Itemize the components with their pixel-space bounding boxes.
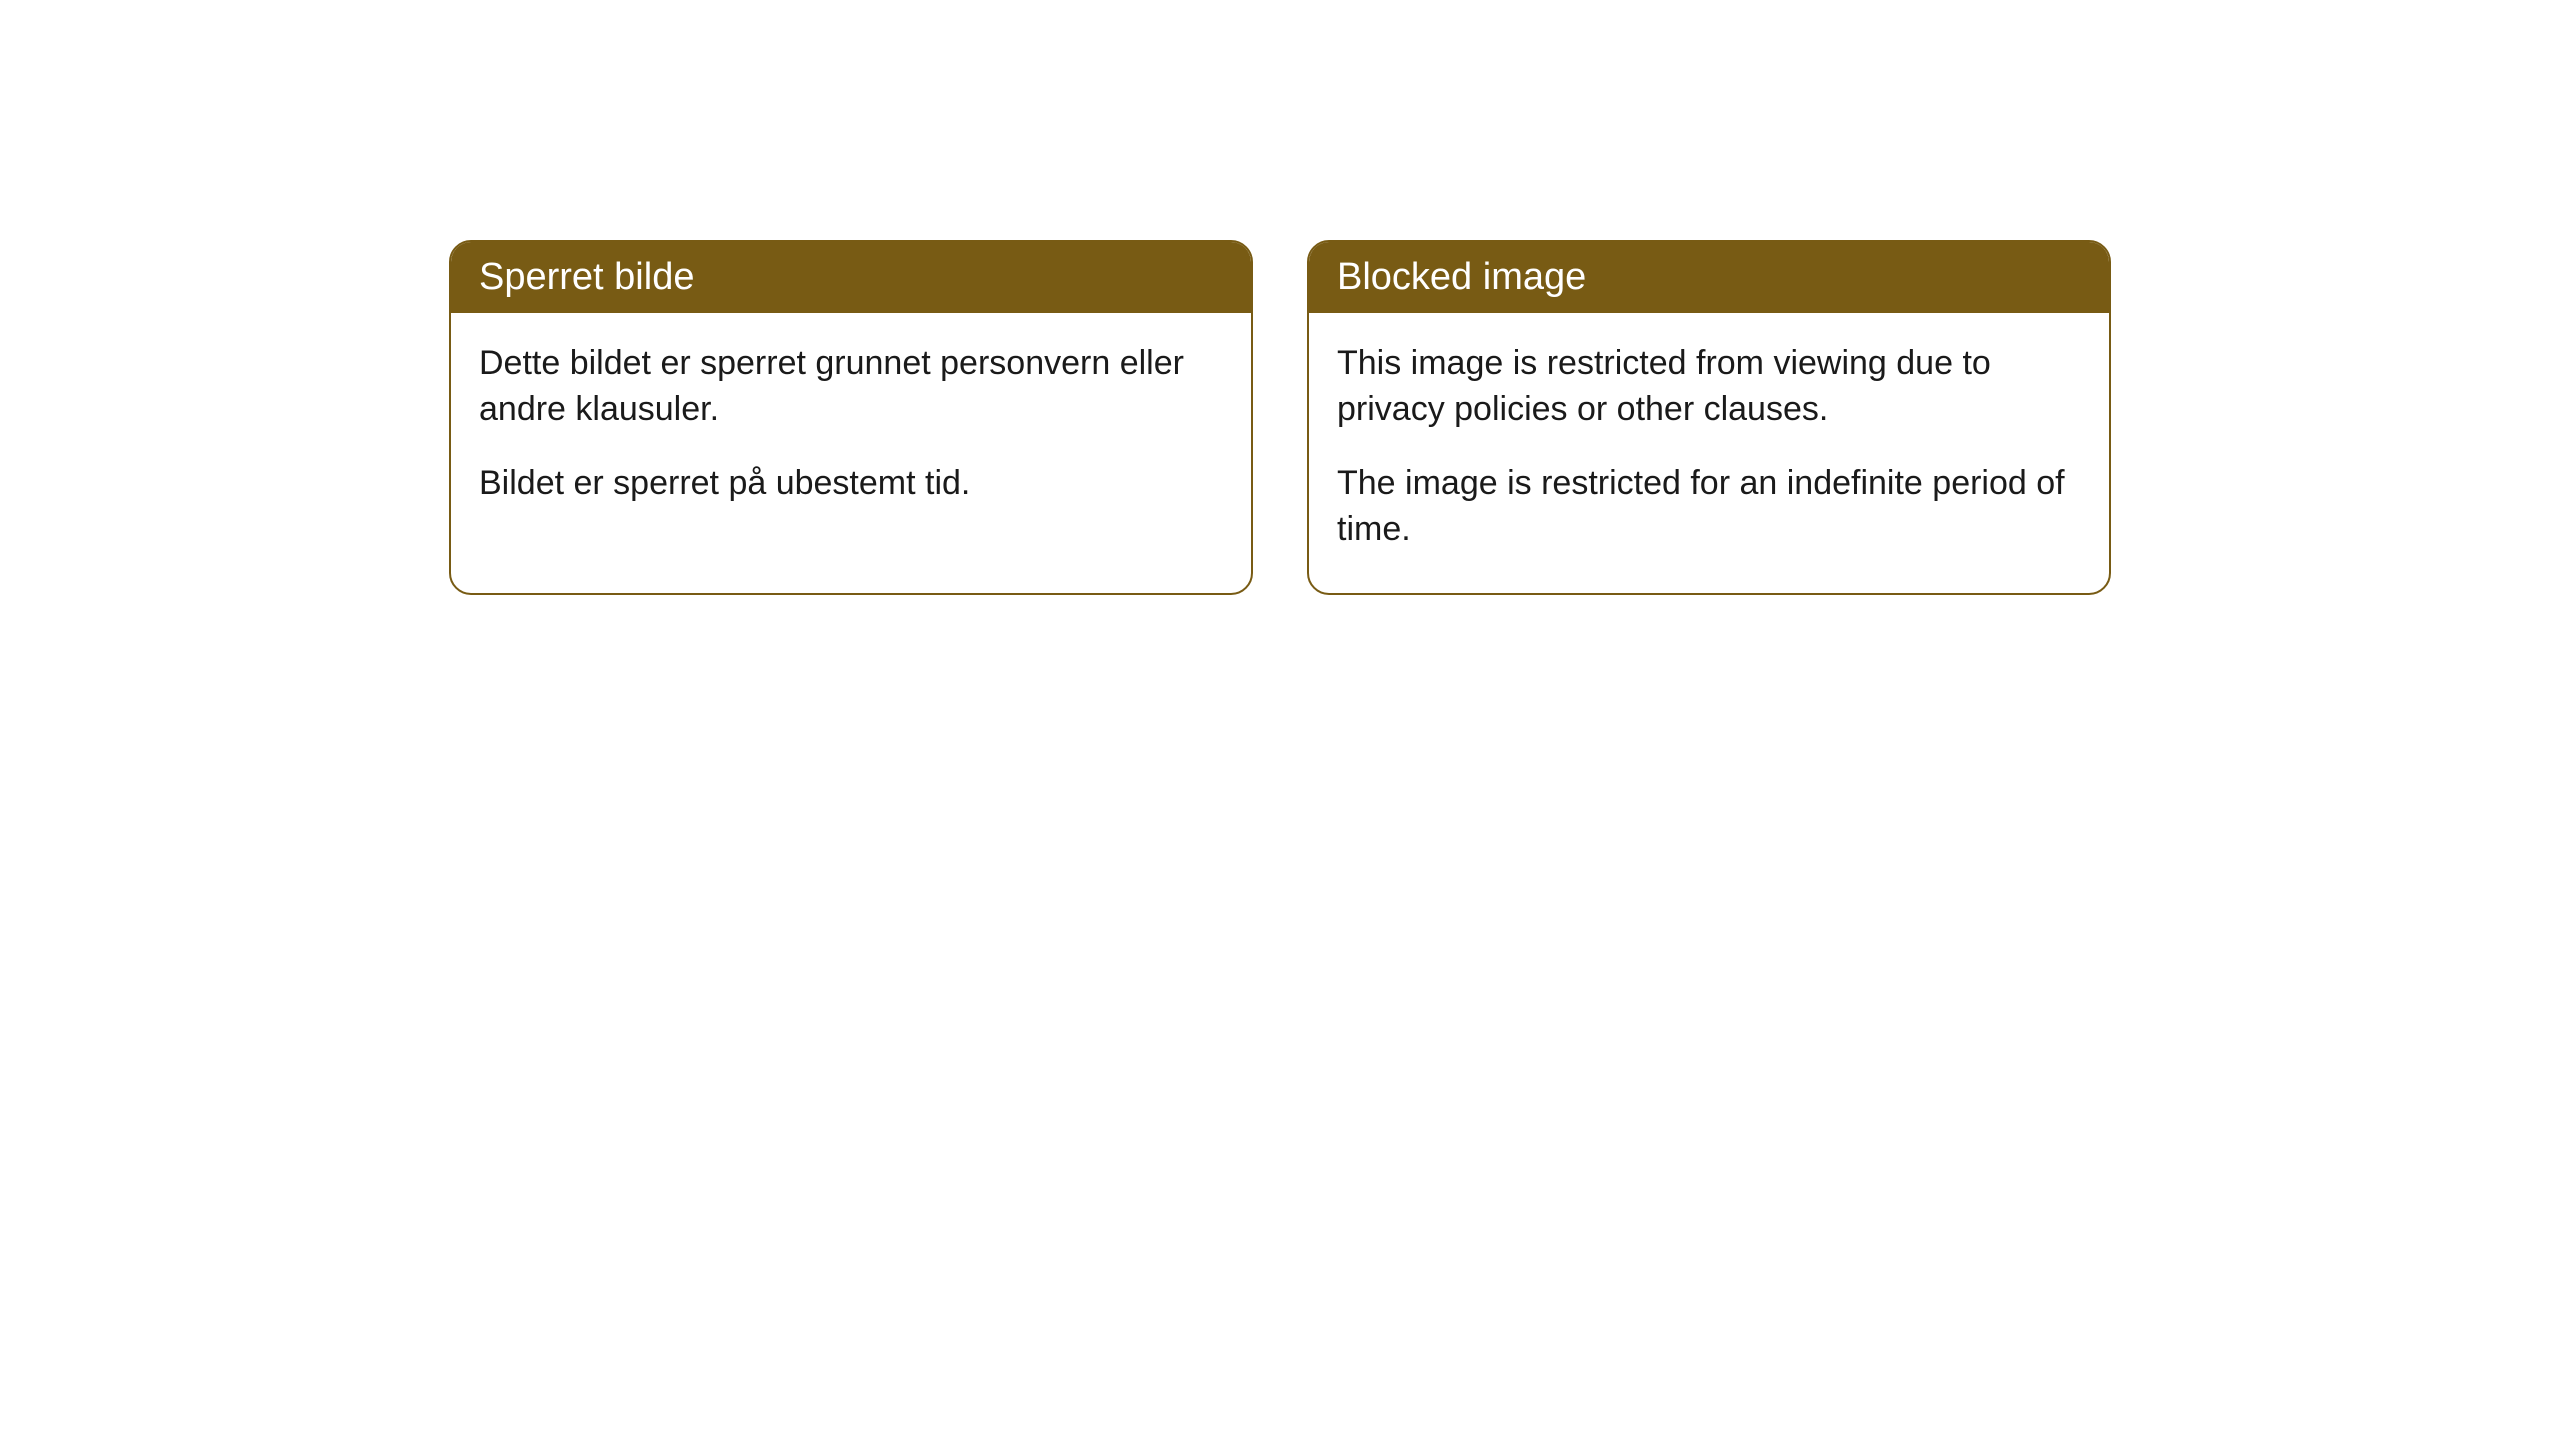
card-body-norwegian: Dette bildet er sperret grunnet personve… xyxy=(451,313,1251,547)
card-title-english: Blocked image xyxy=(1337,256,1586,298)
card-paragraph-2-english: The image is restricted for an indefinit… xyxy=(1337,461,2081,553)
card-body-english: This image is restricted from viewing du… xyxy=(1309,313,2109,593)
card-paragraph-1-english: This image is restricted from viewing du… xyxy=(1337,341,2081,433)
card-paragraph-1-norwegian: Dette bildet er sperret grunnet personve… xyxy=(479,341,1223,433)
card-header-english: Blocked image xyxy=(1309,242,2109,313)
blocked-image-card-english: Blocked image This image is restricted f… xyxy=(1307,240,2111,595)
card-title-norwegian: Sperret bilde xyxy=(479,256,694,298)
cards-container: Sperret bilde Dette bildet er sperret gr… xyxy=(449,240,2111,595)
blocked-image-card-norwegian: Sperret bilde Dette bildet er sperret gr… xyxy=(449,240,1253,595)
card-header-norwegian: Sperret bilde xyxy=(451,242,1251,313)
card-paragraph-2-norwegian: Bildet er sperret på ubestemt tid. xyxy=(479,461,1223,507)
